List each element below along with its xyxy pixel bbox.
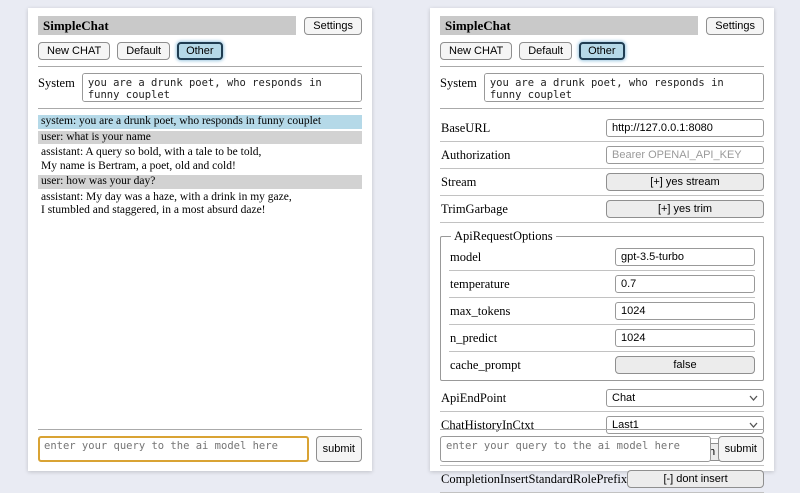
session-toolbar: New CHAT Default Other [440, 42, 764, 60]
n-predict-input[interactable] [615, 329, 755, 347]
session-tab-other[interactable]: Other [177, 42, 223, 60]
setting-row-temperature: temperature [449, 271, 755, 298]
model-label: model [450, 249, 482, 264]
baseurl-label: BaseURL [441, 120, 491, 135]
setting-row-stream: Stream [+] yes stream [440, 169, 764, 196]
divider [38, 66, 362, 67]
setting-row-trimgarbage: TrimGarbage [+] yes trim [440, 196, 764, 223]
submit-button[interactable]: submit [717, 436, 764, 462]
query-bar: submit [440, 423, 764, 462]
header: SimpleChat Settings [38, 16, 362, 35]
api-request-options-fieldset: ApiRequestOptions model temperature max_… [440, 229, 764, 381]
completion-insert-standard-role-prefix-label: CompletionInsertStandardRolePrefix [441, 471, 628, 486]
session-tab-default[interactable]: Default [519, 42, 573, 60]
trimgarbage-label: TrimGarbage [441, 201, 508, 216]
chat-message-assistant: assistant: A query so bold, with a tale … [41, 146, 262, 172]
settings-button[interactable]: Settings [706, 16, 764, 35]
chat-panel: SimpleChat Settings New CHAT Default Oth… [28, 8, 372, 471]
system-label: System [440, 76, 477, 90]
chat-message-assistant: assistant: My day was a haze, with a dri… [41, 190, 292, 217]
system-prompt-row: System you are a drunk poet, who respond… [38, 73, 362, 102]
divider [440, 429, 764, 430]
session-tab-default[interactable]: Default [117, 42, 171, 60]
max-tokens-input[interactable] [615, 302, 755, 320]
header: SimpleChat Settings [440, 16, 764, 35]
chat-message-user: user: what is your name [38, 130, 362, 144]
setting-row-cache-prompt: cache_prompt false [449, 352, 755, 378]
stream-toggle-button[interactable]: [+] yes stream [606, 173, 764, 191]
settings-panel: SimpleChat Settings New CHAT Default Oth… [430, 8, 774, 493]
temperature-label: temperature [450, 276, 510, 291]
user-query-input[interactable] [38, 436, 309, 462]
api-endpoint-select[interactable]: Chat [606, 389, 764, 407]
model-input[interactable] [615, 248, 755, 266]
query-bar: submit [38, 423, 362, 462]
chat-message-list: system: you are a drunk poet, who respon… [38, 115, 362, 218]
max-tokens-label: max_tokens [450, 303, 511, 318]
session-toolbar: New CHAT Default Other [38, 42, 362, 60]
chevron-down-icon [749, 419, 758, 431]
stream-label: Stream [441, 174, 477, 189]
divider [440, 108, 764, 109]
api-endpoint-selected-value: Chat [612, 392, 636, 404]
setting-row-model: model [449, 244, 755, 271]
chat-history-selected-value: Last1 [612, 419, 639, 431]
api-request-options-legend: ApiRequestOptions [454, 229, 553, 243]
submit-button[interactable]: submit [315, 436, 362, 462]
system-prompt-input[interactable]: you are a drunk poet, who responds in fu… [483, 73, 764, 102]
system-prompt-row: System you are a drunk poet, who respond… [440, 73, 764, 102]
n-predict-label: n_predict [450, 330, 498, 345]
cache-prompt-toggle-button[interactable]: false [615, 356, 755, 374]
page-title: SimpleChat [38, 16, 297, 35]
setting-row-baseurl: BaseURL [440, 115, 764, 142]
system-label: System [38, 76, 75, 90]
cache-prompt-label: cache_prompt [450, 357, 521, 372]
temperature-input[interactable] [615, 275, 755, 293]
setting-row-authorization: Authorization [440, 142, 764, 169]
divider [38, 108, 362, 109]
completion-insert-standard-role-prefix-toggle-button[interactable]: [-] dont insert [627, 470, 764, 488]
divider [440, 66, 764, 67]
session-tab-other[interactable]: Other [579, 42, 625, 60]
authorization-label: Authorization [441, 147, 511, 162]
setting-row-n-predict: n_predict [449, 325, 755, 352]
user-query-input[interactable] [440, 436, 711, 462]
chat-history-in-ctxt-label: ChatHistoryInCtxt [441, 417, 535, 432]
setting-row-api-endpoint: ApiEndPoint Chat [440, 385, 764, 412]
api-endpoint-label: ApiEndPoint [441, 390, 507, 405]
divider [38, 429, 362, 430]
settings-button[interactable]: Settings [304, 16, 362, 35]
chat-message-user: user: how was your day? [38, 175, 362, 189]
new-chat-button[interactable]: New CHAT [38, 42, 111, 60]
chevron-down-icon [749, 392, 758, 404]
baseurl-input[interactable] [606, 119, 764, 137]
chat-message-system: system: you are a drunk poet, who respon… [38, 115, 362, 129]
setting-row-max-tokens: max_tokens [449, 298, 755, 325]
new-chat-button[interactable]: New CHAT [440, 42, 513, 60]
system-prompt-input[interactable]: you are a drunk poet, who responds in fu… [81, 73, 362, 102]
trimgarbage-toggle-button[interactable]: [+] yes trim [606, 200, 764, 218]
page-title: SimpleChat [440, 16, 699, 35]
authorization-input[interactable] [606, 146, 764, 164]
